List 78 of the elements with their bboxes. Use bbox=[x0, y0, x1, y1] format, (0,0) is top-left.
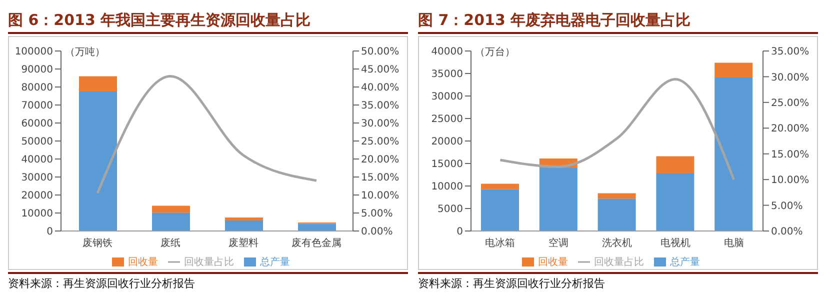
x-tick-label: 空调 bbox=[548, 237, 569, 250]
y-tick-label: 20000 bbox=[431, 136, 463, 148]
bar bbox=[79, 76, 117, 92]
line-series bbox=[96, 74, 318, 194]
y-tick-label: 25000 bbox=[431, 114, 463, 126]
x-tick-label: 电视机 bbox=[660, 237, 690, 250]
y-tick-label: 60000 bbox=[21, 118, 53, 130]
y2-tick-label: 30.00% bbox=[771, 72, 810, 84]
y2-tick-label: 15.00% bbox=[771, 149, 810, 160]
y2-tick-label: 20.00% bbox=[771, 124, 810, 135]
bar bbox=[539, 168, 578, 231]
chart-title: 图 6：2013 年我国主要再生资源回收量占比 bbox=[8, 10, 312, 31]
y-axis-title: （万吨） bbox=[65, 46, 105, 59]
x-tick-label: 废钢铁 bbox=[82, 237, 112, 250]
bar bbox=[481, 184, 519, 190]
y2-tick-label: 20.00% bbox=[361, 154, 400, 166]
x-tick-label: 洗衣机 bbox=[602, 237, 632, 250]
x-tick-label: 废有色金属 bbox=[292, 237, 342, 250]
y-tick-label: 100000 bbox=[14, 46, 53, 58]
y2-tick-label: 35.00% bbox=[361, 100, 400, 112]
y2-tick-label: 25.00% bbox=[771, 98, 810, 109]
y-tick-label: 90000 bbox=[21, 64, 53, 76]
y-tick-label: 70000 bbox=[21, 100, 53, 112]
y-tick-label: 0 bbox=[456, 226, 463, 238]
y2-tick-label: 25.00% bbox=[361, 136, 400, 148]
chart-title: 图 7：2013 年废弃电器电子回收量占比 bbox=[418, 10, 692, 31]
bar bbox=[598, 193, 636, 199]
bar bbox=[656, 156, 694, 173]
y-tick-label: 50000 bbox=[21, 136, 53, 148]
y2-tick-label: 5.00% bbox=[771, 200, 803, 212]
y-tick-label: 35000 bbox=[431, 69, 463, 80]
x-tick-label: 电冰箱 bbox=[485, 237, 516, 250]
y-tick-label: 10000 bbox=[21, 208, 53, 220]
y2-tick-label: 45.00% bbox=[361, 64, 400, 76]
bar bbox=[598, 198, 636, 231]
legend-label: 回收量 bbox=[128, 257, 158, 268]
bar bbox=[656, 172, 694, 231]
legend-label: 回收量占比 bbox=[594, 257, 644, 268]
text: 资料来源：再生资源回收行业分析报告 bbox=[418, 276, 606, 291]
y-tick-label: 80000 bbox=[21, 82, 53, 94]
y-axis-title: （万台） bbox=[475, 46, 515, 59]
x-tick-label: 废塑料 bbox=[228, 237, 258, 250]
y-tick-label: 15000 bbox=[431, 159, 463, 170]
bar bbox=[481, 189, 519, 231]
bar bbox=[152, 212, 190, 231]
y2-tick-label: 10.00% bbox=[361, 190, 400, 202]
y-tick-label: 10000 bbox=[431, 182, 463, 193]
x-tick-label: 电脑 bbox=[724, 237, 744, 250]
y2-tick-label: 15.00% bbox=[361, 172, 400, 184]
legend-label: 总产量 bbox=[260, 257, 290, 268]
bar bbox=[79, 92, 117, 231]
y-tick-label: 5000 bbox=[438, 204, 463, 216]
y-tick-label: 30000 bbox=[21, 172, 53, 184]
y-tick-label: 30000 bbox=[431, 92, 463, 103]
bar bbox=[298, 224, 336, 231]
text: 资料来源：再生资源回收行业分析报告 bbox=[8, 276, 196, 291]
y2-tick-label: 50.00% bbox=[361, 46, 400, 58]
y2-tick-label: 5.00% bbox=[361, 208, 393, 220]
line-series bbox=[498, 78, 736, 181]
y2-tick-label: 30.00% bbox=[361, 118, 400, 130]
y-tick-label: 20000 bbox=[21, 190, 53, 202]
y2-tick-label: 35.00% bbox=[771, 46, 810, 58]
legend-label: 回收量占比 bbox=[184, 257, 234, 268]
y2-tick-label: 40.00% bbox=[361, 82, 400, 94]
y-tick-label: 40000 bbox=[21, 154, 53, 166]
bar bbox=[714, 62, 753, 78]
x-tick-label: 废纸 bbox=[160, 237, 180, 250]
legend-label: 回收量 bbox=[538, 257, 568, 268]
bar bbox=[152, 206, 190, 213]
y-tick-label: 0 bbox=[46, 226, 53, 238]
bar bbox=[714, 78, 753, 231]
legend-label: 总产量 bbox=[670, 257, 700, 268]
bar bbox=[225, 218, 263, 221]
bar bbox=[225, 220, 263, 231]
y-tick-label: 40000 bbox=[431, 46, 463, 58]
y2-tick-label: 0.00% bbox=[361, 226, 393, 238]
y2-tick-label: 10.00% bbox=[771, 175, 810, 186]
y2-tick-label: 0.00% bbox=[771, 226, 803, 238]
